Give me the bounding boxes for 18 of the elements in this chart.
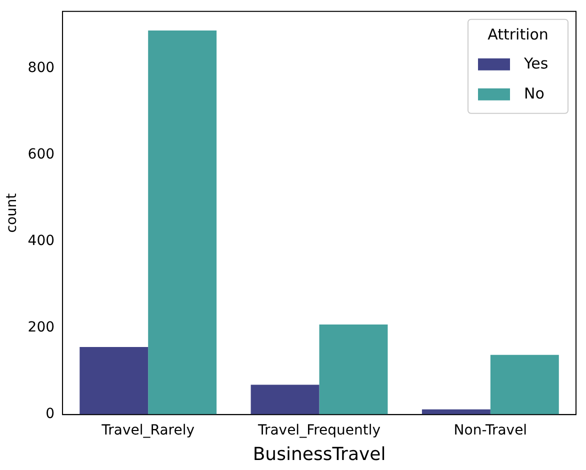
bar (490, 354, 559, 415)
x-tick-label: Non-Travel (454, 422, 528, 439)
bar (319, 324, 388, 415)
y-tick-label: 200 (28, 320, 55, 336)
x-tick-label: Travel_Frequently (256, 422, 381, 439)
y-tick-label: 400 (28, 233, 55, 250)
legend-label: No (524, 84, 544, 102)
bar (250, 384, 320, 415)
legend-label: Yes (523, 54, 548, 72)
legend-title: Attrition (488, 25, 548, 44)
bar (80, 347, 148, 415)
bar (148, 30, 217, 415)
x-tick-label: Travel_Rarely (100, 422, 195, 439)
x-axis-title: BusinessTravel (252, 444, 386, 465)
y-tick-label: 800 (28, 60, 55, 76)
y-axis-title: count (4, 192, 20, 233)
y-tick-label: 0 (46, 406, 55, 422)
y-tick-label: 600 (28, 146, 55, 162)
